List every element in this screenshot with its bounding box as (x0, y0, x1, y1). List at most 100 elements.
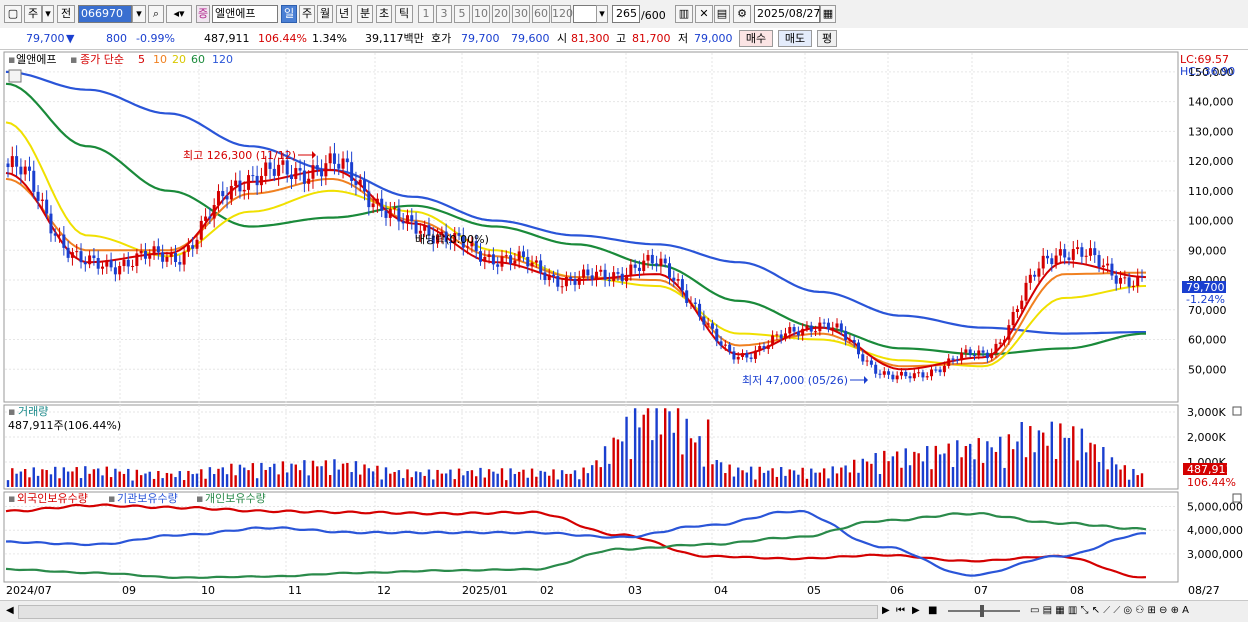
calendar-icon[interactable]: ▦ (820, 5, 836, 23)
tool-icons[interactable]: ▭ ▤ ▦ ▥ ⤡ ↖ ⟋ ⟋ ◎ ⚇ ⊞ ⊖ ⊕ A (1030, 605, 1189, 616)
date-input[interactable]: 2025/08/27 (754, 5, 820, 23)
period-day[interactable]: 일 (281, 5, 297, 23)
interval-5[interactable]: 5 (454, 5, 470, 23)
type-select[interactable]: 주 (24, 5, 42, 23)
high-annotation: 최고 126,300 (11/12) (183, 149, 296, 162)
panel-close-icon[interactable] (1232, 493, 1242, 503)
scroll-left-icon[interactable]: ◀ (6, 605, 14, 616)
candle-body (552, 274, 556, 277)
volume-bar (1016, 441, 1019, 487)
volume-bar (247, 470, 250, 487)
speaker-icon[interactable]: ◂▾ (166, 5, 192, 23)
volume-bar (165, 472, 169, 487)
horizontal-scrollbar[interactable] (18, 605, 878, 619)
table-icon[interactable] (8, 69, 22, 83)
candle-body (917, 372, 921, 374)
interval-3[interactable]: 3 (436, 5, 452, 23)
volume-bar (131, 480, 134, 487)
prev-button[interactable]: 전 (57, 5, 75, 23)
candle-body (693, 302, 697, 304)
gear-icon[interactable]: ⚙ (733, 5, 751, 23)
buy-button[interactable]: 매수 (739, 30, 773, 47)
interval-120[interactable]: 120 (551, 5, 573, 23)
period-month[interactable]: 월 (317, 5, 333, 23)
period-second[interactable]: 초 (376, 5, 392, 23)
candle-body (75, 251, 79, 253)
eval-button[interactable]: 평 (817, 30, 837, 47)
chevron-down-icon[interactable]: ▾ (132, 5, 146, 23)
candle-body (367, 191, 371, 208)
candle-body (1011, 312, 1015, 326)
x-axis-label: 04 (714, 584, 728, 597)
candle-body (891, 374, 895, 380)
candle-body (315, 165, 319, 170)
holding-line-1 (5, 509, 1147, 577)
candle-body (998, 342, 1002, 344)
window-icon[interactable]: ▢ (4, 5, 22, 23)
interval-30[interactable]: 30 (512, 5, 530, 23)
candle-type-icon[interactable]: ▥ (675, 5, 693, 23)
volume-bar (320, 466, 323, 487)
legend-stock-name: 엘앤에프 (16, 53, 56, 66)
candle-body (509, 255, 513, 264)
period-tick[interactable]: 틱 (395, 5, 413, 23)
volume-bar (337, 469, 340, 487)
chevron-down-icon[interactable]: ▾ (596, 5, 608, 23)
stop-icon[interactable]: ■ (928, 605, 938, 616)
price-tick-label: 70,000 (1188, 304, 1227, 317)
volume-bar (552, 469, 555, 487)
candle-body (930, 369, 934, 377)
volume-bar (1102, 447, 1105, 487)
panel-close-icon[interactable] (1232, 406, 1242, 416)
candle-body (70, 252, 74, 258)
candle-body (904, 371, 908, 377)
zoom-slider[interactable] (948, 610, 1020, 612)
period-year[interactable]: 년 (336, 5, 352, 23)
crosshair-icon[interactable]: ✕ (695, 5, 713, 23)
sell-button[interactable]: 매도 (778, 30, 812, 47)
interval-10[interactable]: 10 (472, 5, 490, 23)
code-input[interactable]: 066970 (78, 5, 132, 23)
legend-institution: 기관보유수량 (117, 492, 178, 505)
candle-body (938, 369, 942, 373)
volume-bar (174, 477, 177, 487)
chevron-down-icon[interactable]: ▾ (42, 5, 54, 23)
interval-20[interactable]: 20 (492, 5, 510, 23)
candle-body (934, 369, 938, 371)
volume-bar (200, 469, 203, 487)
volume-ratio: 106.44% (258, 32, 307, 45)
trade-amount: 39,117백만 (365, 32, 424, 45)
scroll-right-icon[interactable]: ▶ (882, 605, 890, 616)
candle-body (1067, 257, 1071, 260)
save-icon[interactable]: ▤ (714, 5, 730, 23)
count-input[interactable]: 265 (612, 5, 640, 23)
candle-body (302, 170, 306, 184)
candle-body (470, 241, 474, 247)
candle-body (156, 246, 160, 253)
volume-bar (981, 462, 985, 487)
period-week[interactable]: 주 (299, 5, 315, 23)
volume-bar (419, 472, 422, 487)
search-icon[interactable]: ⌕ (148, 5, 164, 23)
candle-body (311, 165, 315, 179)
candle-body (139, 250, 143, 254)
candle-body (925, 376, 929, 378)
volume-bar (1050, 421, 1053, 487)
play-icon[interactable]: ▶ (912, 605, 920, 616)
period-minute[interactable]: 분 (357, 5, 373, 23)
interval-1[interactable]: 1 (418, 5, 434, 23)
volume-bar (423, 475, 426, 487)
candle-body (384, 210, 388, 218)
rewind-icon[interactable]: ⏮ (896, 605, 905, 616)
candle-body (625, 274, 629, 282)
volume-bar (582, 467, 585, 487)
volume-bar (346, 462, 349, 487)
price-change: 800 (106, 32, 127, 45)
zoom-slider-handle[interactable] (980, 605, 984, 617)
candle-body (208, 216, 212, 219)
candle-body (79, 251, 83, 263)
interval-60[interactable]: 60 (532, 5, 550, 23)
candle-body (530, 262, 534, 267)
candle-body (109, 260, 113, 268)
legend-marker: ▪ (8, 492, 15, 505)
